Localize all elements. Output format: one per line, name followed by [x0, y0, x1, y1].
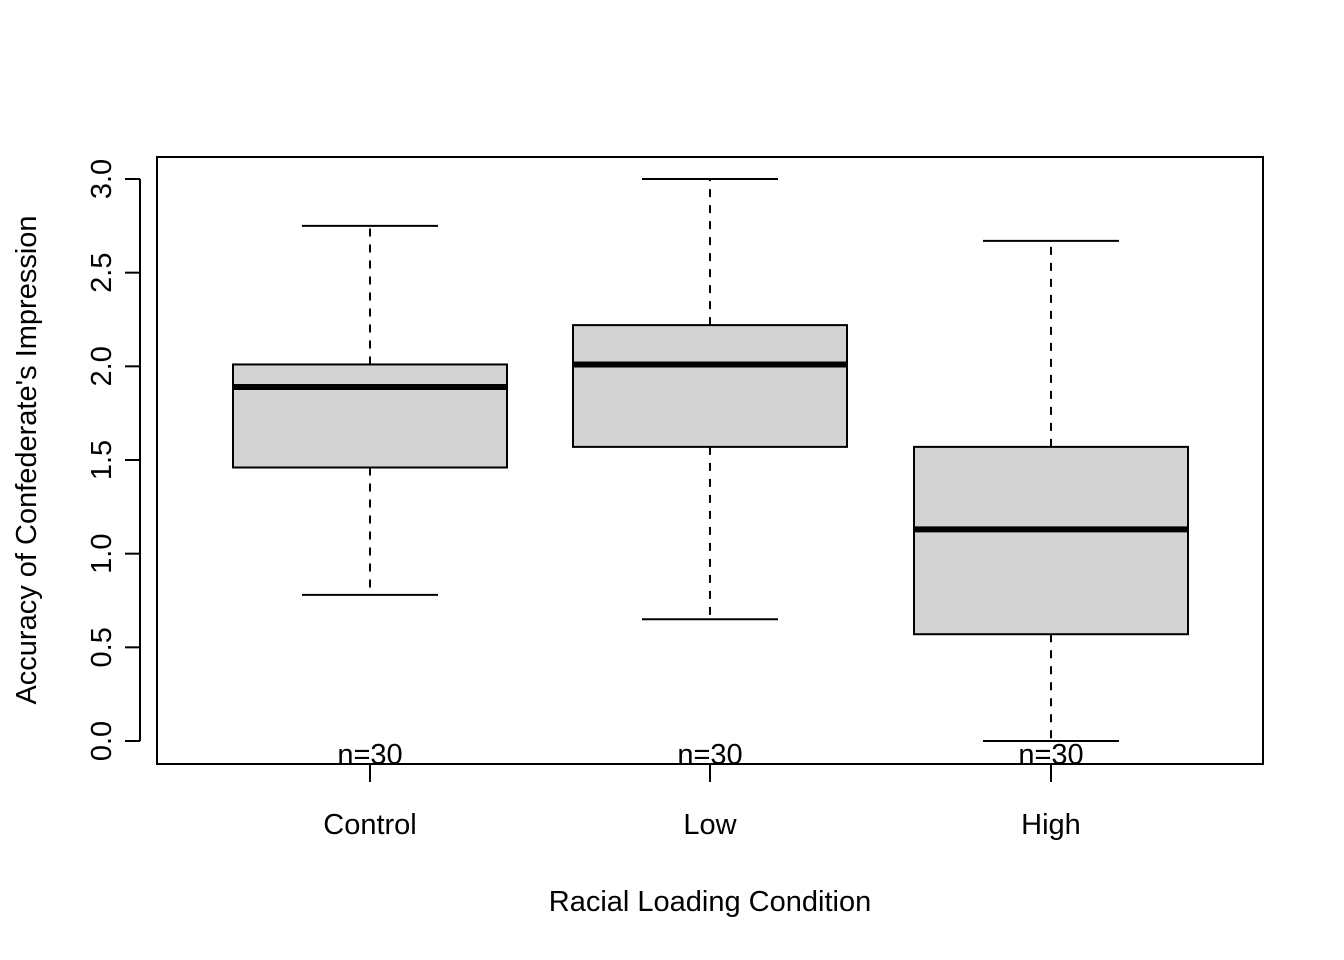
y-tick-label: 3.0	[86, 159, 118, 199]
y-tick-label: 2.5	[86, 253, 118, 293]
x-tick-label: High	[1021, 809, 1081, 841]
y-tick-label: 2.0	[86, 346, 118, 386]
x-axis-title: Racial Loading Condition	[549, 886, 871, 918]
interquartile-box	[232, 363, 508, 469]
y-tick-label: 1.5	[86, 440, 118, 480]
x-axis: Control Low High	[323, 764, 1081, 841]
x-tick-label: Low	[683, 809, 737, 841]
box-high: n=30	[913, 239, 1189, 771]
interquartile-box	[913, 445, 1189, 636]
y-tick-label: 0.5	[86, 627, 118, 667]
interquartile-box	[572, 324, 848, 448]
y-tick-label: 0.0	[86, 721, 118, 761]
box-low: n=30	[572, 178, 848, 771]
y-tick-label: 1.0	[86, 534, 118, 574]
y-axis-title: Accuracy of Confederate's Impression	[11, 215, 43, 704]
boxes-layer: n=30 n=30 n=30	[232, 178, 1189, 771]
x-tick-label: Control	[323, 809, 417, 841]
y-axis: 0.0 0.5 1.0 1.5 2.0 2.5 3.0	[86, 159, 141, 761]
box-control: n=30	[232, 224, 508, 771]
